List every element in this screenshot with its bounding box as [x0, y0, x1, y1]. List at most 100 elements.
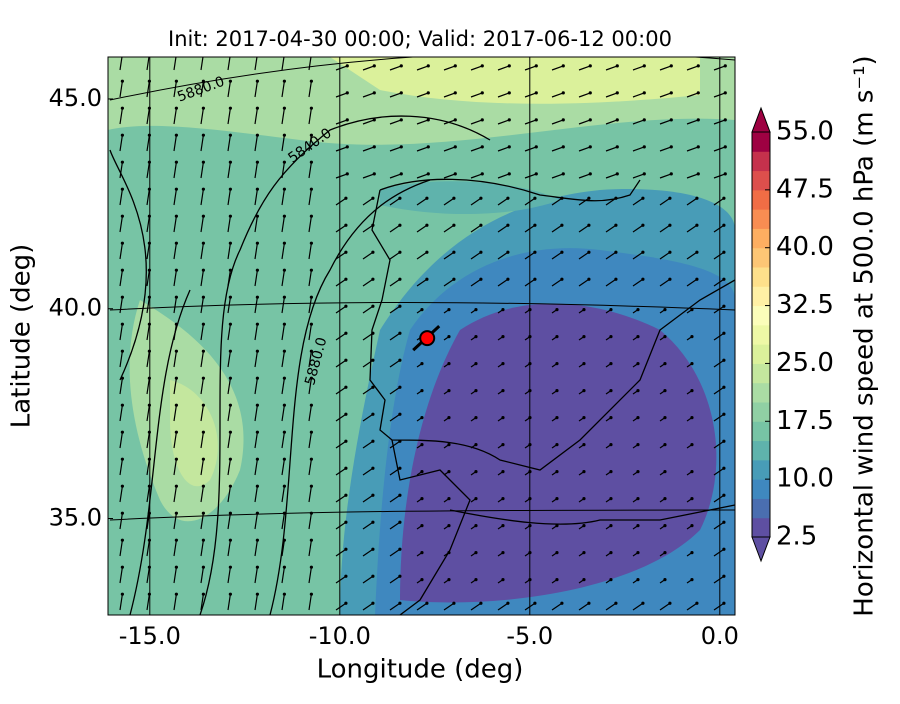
wind-arrow [659, 224, 671, 233]
wind-arrow [146, 405, 150, 422]
arrow-head [642, 145, 646, 149]
wind-arrow [227, 594, 231, 611]
wind-arrow [335, 146, 348, 152]
arrow-head [722, 196, 726, 200]
arrow-head [609, 308, 613, 312]
colorbar-extend [751, 536, 771, 563]
wind-arrow [659, 146, 672, 152]
arrow-head [201, 592, 205, 596]
colorbar-band [752, 151, 770, 172]
arrow-head [609, 470, 613, 474]
arrow-head [282, 457, 286, 461]
arrow-head [609, 335, 613, 339]
wind-arrow [632, 146, 645, 152]
arrow-head [282, 187, 286, 191]
wind-arrow [389, 413, 401, 422]
arrow-head [507, 91, 511, 95]
wind-arrow [308, 567, 312, 584]
arrow-head [501, 389, 505, 393]
arrow-head [587, 223, 591, 227]
arrow-head [722, 277, 726, 281]
arrow-head [174, 349, 178, 353]
arrow-head [283, 53, 286, 56]
arrow-head [696, 64, 700, 68]
arrow-head [120, 268, 124, 272]
wind-arrow [497, 146, 510, 152]
arrow-head [561, 118, 565, 122]
arrow-head [555, 470, 559, 474]
wind-arrow [254, 540, 258, 557]
arrow-head [506, 277, 510, 281]
arrow-head [371, 601, 375, 605]
wind-arrow [227, 162, 231, 179]
arrow-head [201, 268, 205, 272]
wind-arrow [335, 119, 348, 125]
wind-arrow [713, 440, 725, 449]
wind-arrow [200, 81, 204, 98]
arrow-head [507, 145, 511, 149]
wind-arrow [254, 57, 258, 71]
arrow-head [120, 457, 124, 461]
wind-arrow [119, 270, 123, 287]
arrow-head [533, 277, 537, 281]
wind-arrow [335, 575, 347, 584]
arrow-head [345, 91, 349, 95]
colorbar-band [752, 498, 770, 519]
arrow-head [420, 497, 424, 501]
arrow-head [447, 578, 451, 582]
arrow-head [420, 551, 424, 555]
arrow-head [555, 416, 559, 420]
wind-arrow [254, 513, 258, 530]
arrow-head [255, 592, 259, 596]
wind-arrow [200, 324, 204, 341]
arrow-head [174, 79, 178, 83]
arrow-head [636, 389, 640, 393]
arrow-head [690, 443, 694, 447]
arrow-head [474, 308, 478, 312]
arrow-head [696, 118, 700, 122]
wind-arrow [443, 224, 455, 233]
colorbar-extend [751, 106, 771, 133]
arrow-head [201, 79, 205, 83]
arrow-head [533, 196, 537, 200]
arrow-head [420, 416, 424, 420]
wind-arrow [227, 432, 231, 449]
arrow-head [371, 439, 375, 443]
wind-arrow [686, 119, 699, 125]
wind-arrow [308, 243, 312, 260]
wind-arrow [173, 108, 177, 125]
arrow-head [636, 335, 640, 339]
wind-arrow [389, 65, 402, 71]
arrow-head [310, 53, 313, 56]
wind-arrow [173, 243, 177, 260]
wind-arrow [119, 216, 123, 233]
wind-arrow [443, 119, 456, 125]
arrow-head [399, 172, 403, 176]
arrow-head [722, 574, 726, 578]
colorbar-tick-label: 2.5 [776, 522, 817, 552]
arrow-head [534, 64, 538, 68]
arrow-head [174, 457, 178, 461]
arrow-head [533, 250, 537, 254]
arrow-head [309, 592, 313, 596]
wind-arrow [659, 602, 671, 611]
arrow-head [663, 443, 667, 447]
wind-arrow [119, 135, 123, 152]
arrow-head [282, 214, 286, 218]
arrow-head [723, 172, 727, 176]
arrow-head [398, 493, 402, 497]
wind-arrow [200, 351, 204, 368]
arrow-head [506, 223, 510, 227]
arrow-head [309, 133, 313, 137]
arrow-head [255, 187, 259, 191]
arrow-head [582, 389, 586, 393]
wind-arrow [281, 162, 285, 179]
wind-arrow [686, 197, 698, 206]
wind-arrow [281, 540, 285, 557]
arrow-head [228, 241, 232, 245]
wind-arrow [173, 162, 177, 179]
arrow-head [609, 497, 613, 501]
wind-arrow [632, 197, 644, 206]
arrow-head [228, 538, 232, 542]
arrow-head [309, 538, 313, 542]
